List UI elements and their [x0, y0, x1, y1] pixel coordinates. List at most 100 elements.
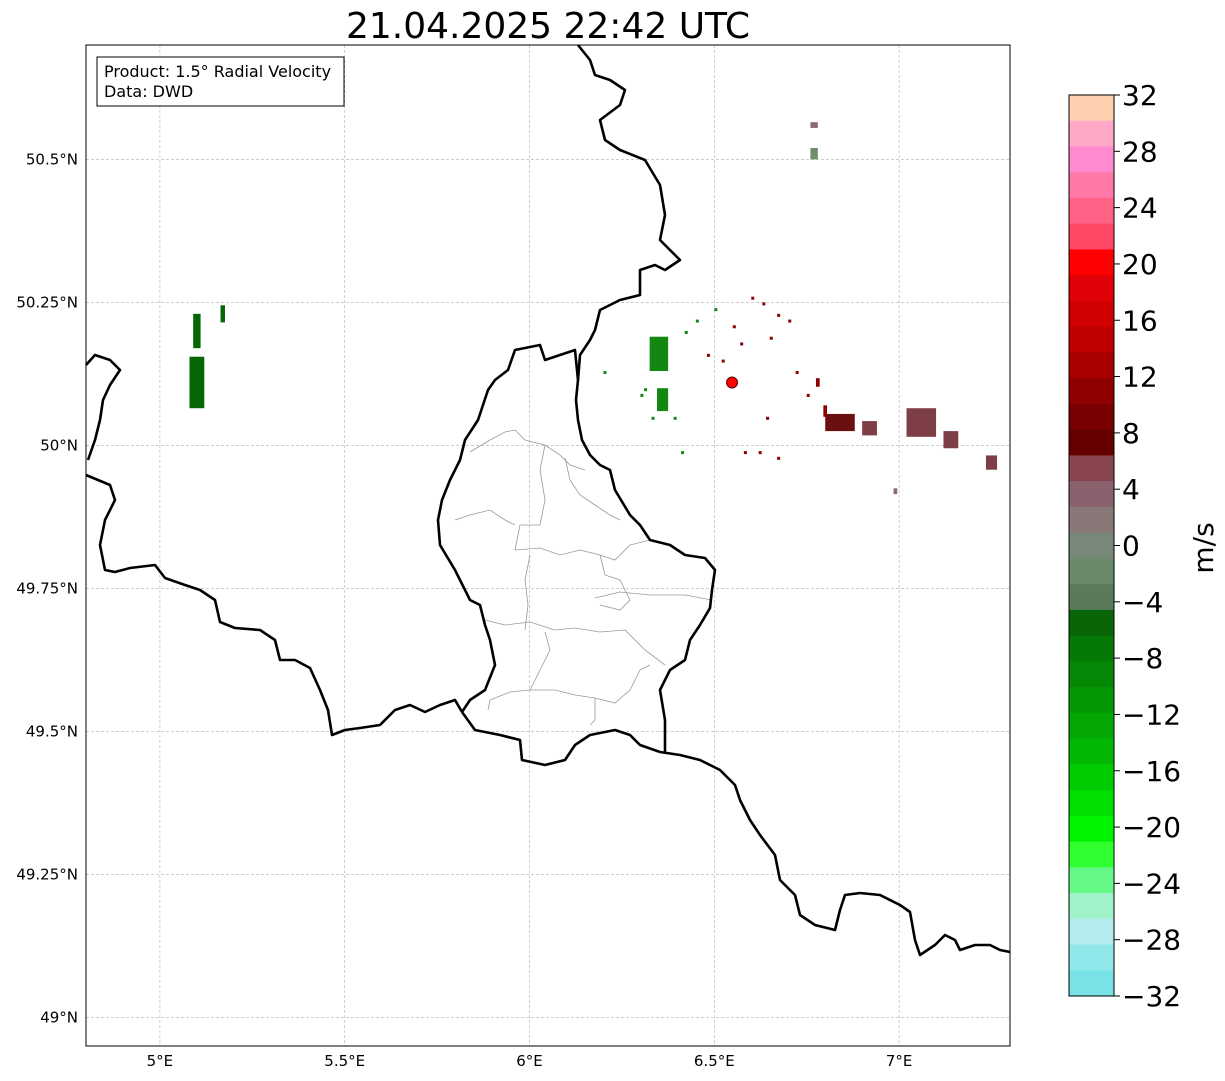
longitude-tick-label: 5.5°E [324, 1052, 365, 1070]
latitude-tick-label: 49.5°N [26, 722, 78, 740]
colorbar-bin [1069, 918, 1114, 946]
colorbar-bin [1069, 249, 1114, 276]
radar-echo-cluster [815, 378, 820, 387]
radar-echo-pixel [651, 416, 655, 420]
radar-echo-pixel [714, 308, 718, 312]
radar-echo-cluster [825, 413, 855, 432]
colorbar-bin [1069, 326, 1114, 353]
radar-echo-cluster [985, 455, 998, 470]
map-background [86, 45, 1010, 1046]
radar-echo-pixel [684, 331, 688, 334]
colorbar-tick-label: −16 [1122, 755, 1181, 788]
radar-echo-cluster [906, 408, 937, 437]
colorbar-tick-label: 0 [1122, 530, 1140, 563]
colorbar-bin [1069, 661, 1114, 688]
colorbar-bin [1069, 481, 1114, 508]
colorbar-tick-label: −8 [1122, 642, 1163, 675]
colorbar-bin [1069, 944, 1114, 971]
radar-echo-cluster [220, 305, 225, 323]
colorbar-bin [1069, 403, 1114, 431]
map-frame [85, 44, 1011, 1047]
colorbar-tick-label: −20 [1122, 811, 1181, 844]
latitude-tick-label: 50.25°N [16, 293, 78, 311]
colorbar-tick-label: −4 [1122, 586, 1163, 619]
colorbar-tick-label: 16 [1122, 304, 1158, 337]
radar-echo-pixel [640, 393, 644, 397]
colorbar-bin [1069, 893, 1114, 920]
latitude-tick-label: 49°N [40, 1008, 78, 1026]
radar-echo-pixel [673, 416, 677, 420]
colorbar-tick-label: 12 [1122, 361, 1158, 394]
radar-echo-pixel [644, 388, 648, 392]
radar-echo-cluster [862, 421, 877, 436]
radar-echo-cluster [193, 313, 201, 349]
longitude-tick-label: 6.5°E [694, 1052, 735, 1070]
radar-echo-pixel [695, 319, 699, 323]
radar-echo-pixel [740, 342, 744, 346]
longitude-tick-labels: 5°E 5.5°E 6°E 6.5°E 7°E [147, 1052, 913, 1070]
colorbar-tick-label: 32 [1122, 79, 1158, 112]
radar-echo-pixel [721, 359, 725, 363]
colorbar-bin [1069, 120, 1114, 147]
colorbar-bin [1069, 790, 1114, 817]
colorbar-bin [1069, 867, 1114, 894]
colorbar-unit-label: m/s [1187, 522, 1220, 573]
colorbar-bin [1069, 815, 1114, 843]
map-title: 21.04.2025 22:42 UTC [346, 6, 750, 47]
radar-echo-cluster [810, 147, 818, 160]
graticule [86, 45, 1010, 1046]
colorbar-tick-label: 8 [1122, 417, 1140, 450]
colorbar-tick-label: 28 [1122, 135, 1158, 168]
colorbar-bin [1069, 764, 1114, 791]
info-box: Product: 1.5° Radial Velocity Data: DWD [96, 56, 345, 107]
radar-echo-cluster [823, 405, 828, 417]
radar-echo-cluster [893, 488, 898, 495]
national-boundaries [85, 44, 1011, 957]
colorbar-bin [1069, 584, 1114, 611]
colorbar-bin [1069, 429, 1114, 456]
radar-echo-pixel [751, 296, 755, 300]
colorbar-bin [1069, 197, 1114, 225]
longitude-tick-label: 7°E [886, 1052, 913, 1070]
colorbar-bin [1069, 95, 1114, 122]
radar-echo-pixel [795, 371, 799, 375]
radar-echo-pixel [732, 325, 736, 329]
colorbar-bin [1069, 841, 1114, 868]
colorbar-bin [1069, 172, 1114, 199]
colorbar-bin [1069, 970, 1114, 997]
radar-echo-cluster [943, 431, 959, 449]
radar-site-marker [726, 376, 739, 389]
colorbar-bin [1069, 532, 1114, 559]
colorbar-tick-label: −32 [1122, 980, 1181, 1013]
colorbar-tick-labels: 32 28 24 20 16 12 8 4 0 −4 −8 −12 −16 −20 −24 −28 −32 [1114, 79, 1181, 1013]
colorbar-bin [1069, 275, 1114, 302]
colorbar-tick-label: 20 [1122, 248, 1158, 281]
radar-echo-cluster [649, 336, 669, 372]
colorbar-bin [1069, 300, 1114, 328]
radar-echo-pixel [777, 456, 781, 460]
colorbar-tick-label: 4 [1122, 473, 1140, 506]
radar-echo-pixel [758, 451, 762, 455]
colorbar-bin [1069, 146, 1114, 173]
colorbar-bin [1069, 738, 1114, 765]
radar-echo-pixel [762, 302, 766, 306]
colorbar-tick-label: −12 [1122, 698, 1181, 731]
radar-echo-pixel [603, 371, 607, 375]
colorbar-tick-label: 24 [1122, 192, 1158, 225]
colorbar-bin [1069, 378, 1114, 405]
radar-echo-cluster [657, 388, 669, 412]
radar-echo-pixel [743, 451, 747, 455]
colorbar-bin [1069, 635, 1114, 662]
latitude-tick-labels: 49°N 49.25°N 49.5°N 49.75°N 50°N 50.25°N 50.5°… [16, 150, 78, 1026]
radar-echoes [189, 122, 998, 495]
colorbar-bin [1069, 712, 1114, 740]
colorbar: 32 28 24 20 16 12 8 4 0 −4 −8 −12 −16 −20 −24 −28 −32 m/… [1068, 79, 1220, 1013]
latitude-tick-label: 49.25°N [16, 865, 78, 883]
info-data-line: Data: DWD [104, 82, 193, 101]
latitude-tick-label: 49.75°N [16, 579, 78, 597]
radar-echo-pixel [788, 319, 792, 323]
radar-echo-pixel [769, 336, 773, 340]
colorbar-bin [1069, 687, 1114, 714]
colorbar-tick-label: −28 [1122, 924, 1181, 957]
